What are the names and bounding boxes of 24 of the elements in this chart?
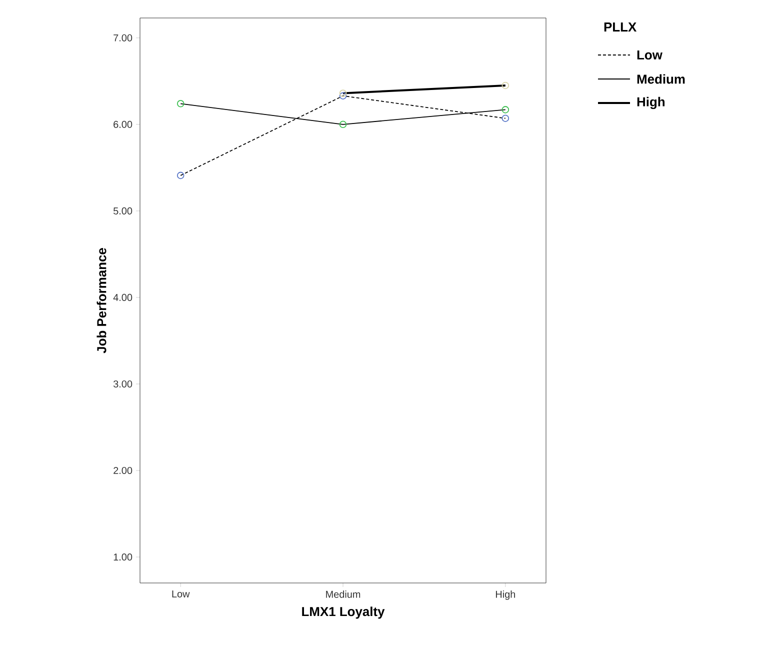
y-axis-title: Job Performance	[96, 248, 106, 354]
x-tick-label: Low	[172, 590, 190, 598]
point	[502, 106, 510, 114]
legend-label: Low	[637, 50, 662, 60]
point	[339, 92, 347, 100]
x-axis-title: LMX1 Loyalty	[302, 606, 385, 619]
point	[502, 82, 510, 90]
point	[339, 90, 347, 97]
legend-label: Medium	[637, 74, 685, 84]
point	[339, 120, 347, 128]
y-tick-label: 2.00	[114, 466, 132, 474]
point	[176, 100, 184, 108]
y-tick-label: 3.00	[113, 380, 132, 388]
y-tick-label: 4.00	[113, 294, 132, 301]
y-tick-label: 5.00	[114, 207, 132, 214]
y-tick-label: 6.00	[114, 120, 132, 128]
point	[502, 114, 510, 122]
point	[176, 172, 184, 180]
legend-title: PLLX	[604, 22, 637, 32]
y-tick-label: 7.00	[114, 34, 132, 42]
x-tick-label: High	[496, 590, 515, 600]
x-tick-label: Medium	[326, 590, 360, 598]
y-tick-label: 1.00	[114, 554, 132, 561]
legend-label: High	[637, 96, 664, 110]
